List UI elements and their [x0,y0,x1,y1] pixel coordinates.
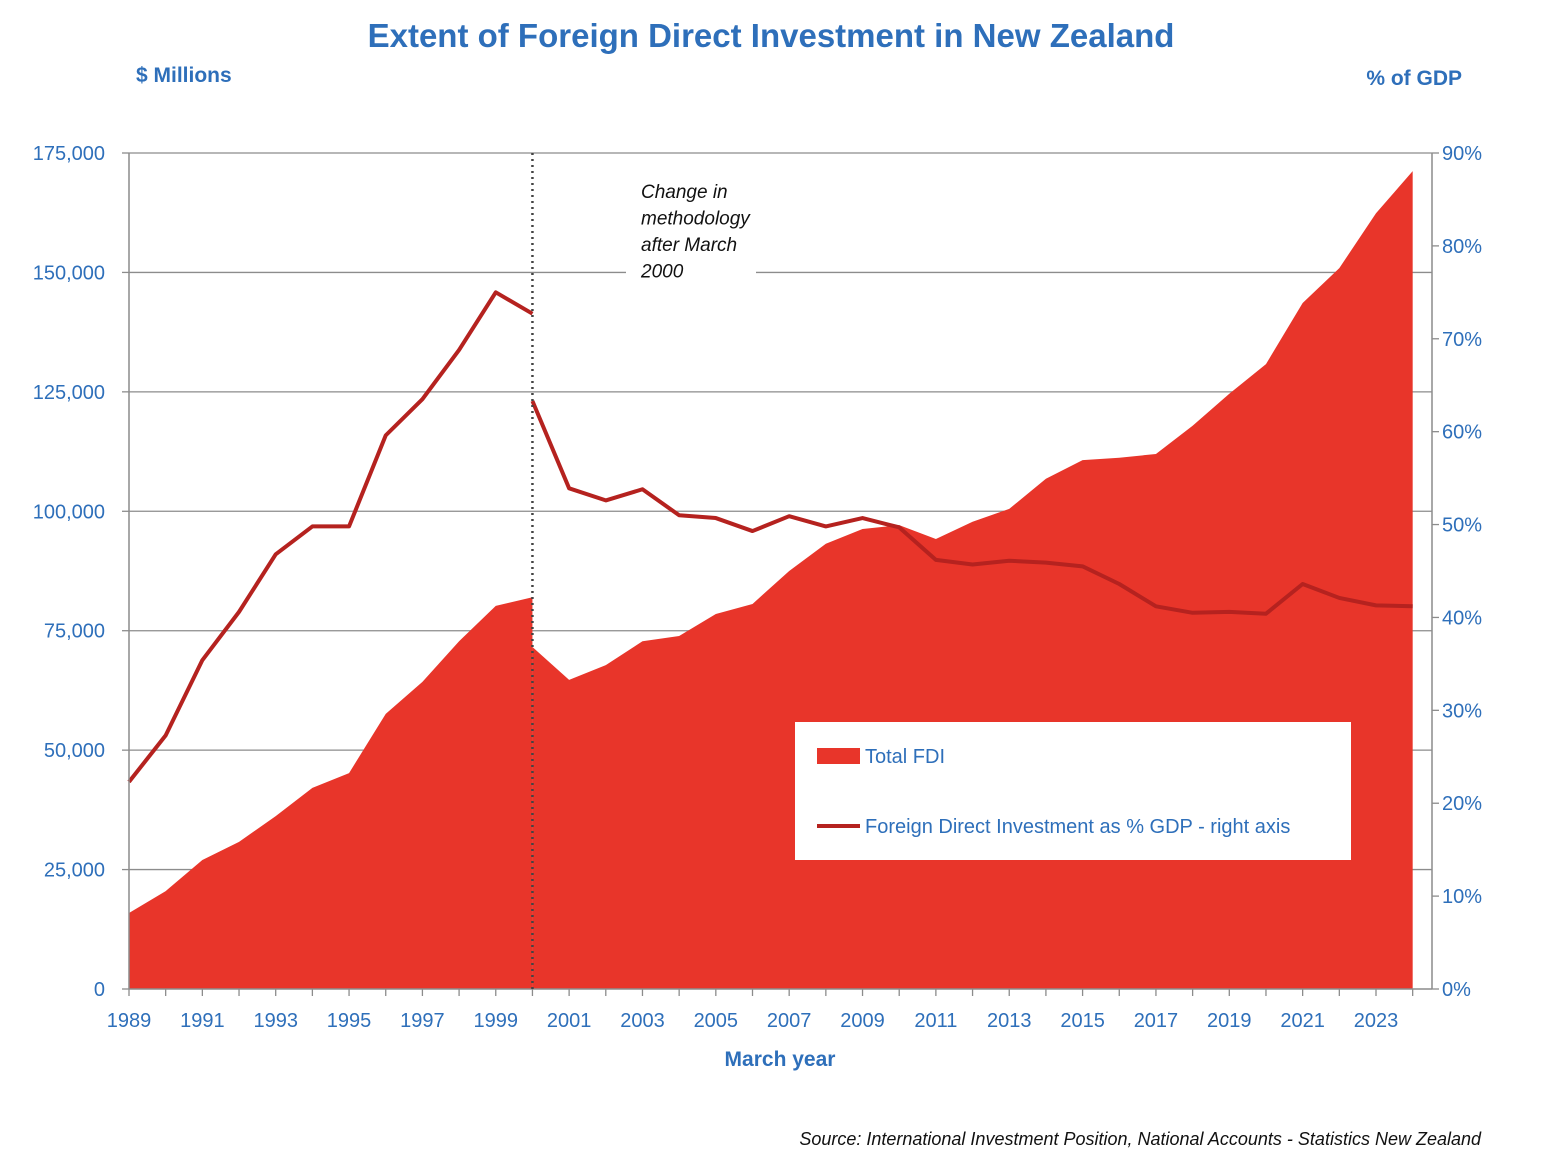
x-tick-label: 2017 [1134,1010,1179,1032]
source-note: Source: International Investment Positio… [799,1129,1482,1149]
y2-tick-label: 20% [1442,793,1482,815]
x-tick-label: 2003 [620,1010,665,1032]
x-tick-label: 2015 [1060,1010,1105,1032]
x-tick-label: 2023 [1354,1010,1399,1032]
y2-tick-label: 50% [1442,515,1482,537]
legend: Total FDI Foreign Direct Investment as %… [795,722,1351,860]
x-tick-label: 2021 [1280,1010,1325,1032]
y2-tick-label: 80% [1442,236,1482,258]
y2-tick-label: 10% [1442,886,1482,908]
y-tick-label: 25,000 [44,860,105,882]
x-tick-label: 2005 [694,1010,739,1032]
right-axis-title: % of GDP [1366,67,1462,90]
annotation-text: methodology [641,209,751,230]
y-tick-label: 150,000 [33,262,105,284]
x-tick-label: 1995 [327,1010,372,1032]
x-tick-label: 2009 [840,1010,885,1032]
annotation-text: Change in [641,182,728,203]
y2-tick-label: 0% [1442,979,1471,1001]
line-gdp-pct-segment-0 [127,290,534,784]
y2-tick-label: 60% [1442,422,1482,444]
annotation-box [626,176,756,288]
x-tick-label: 1999 [474,1010,519,1032]
x-tick-label: 1991 [180,1010,225,1032]
y-tick-label: 50,000 [44,740,105,762]
area-total-fdi-segment-0 [129,597,533,989]
y-tick-label: 0 [94,979,105,1001]
left-axis-title: $ Millions [136,64,232,87]
y2-tick-label: 90% [1442,143,1482,165]
x-tick-label: 1997 [400,1010,445,1032]
legend-swatch-total-fdi [817,748,860,764]
legend-label-gdp-line: Foreign Direct Investment as % GDP - rig… [865,816,1290,838]
y2-tick-label: 40% [1442,607,1482,629]
y-tick-label: 125,000 [33,382,105,404]
y2-tick-label: 70% [1442,329,1482,351]
x-axis-title: March year [725,1048,836,1071]
y2-tick-label: 30% [1442,700,1482,722]
x-tick-label: 1993 [253,1010,298,1032]
x-tick-label: 1989 [107,1010,152,1032]
area-total-fdi-segment-1 [532,171,1413,989]
chart-title: Extent of Foreign Direct Investment in N… [368,17,1175,54]
y-tick-label: 175,000 [33,143,105,165]
y-tick-label: 100,000 [33,501,105,523]
x-tick-label: 2011 [914,1010,957,1032]
annotation-text: after March [641,235,737,256]
y-tick-label: 75,000 [44,621,105,643]
x-tick-label: 2001 [547,1010,592,1032]
x-tick-label: 2019 [1207,1010,1252,1032]
x-tick-label: 2013 [987,1010,1032,1032]
x-tick-label: 2007 [767,1010,812,1032]
annotation-text: 2000 [640,262,684,283]
legend-label-total-fdi: Total FDI [865,746,945,768]
line-gdp-pct-segment-1 [530,400,1413,616]
